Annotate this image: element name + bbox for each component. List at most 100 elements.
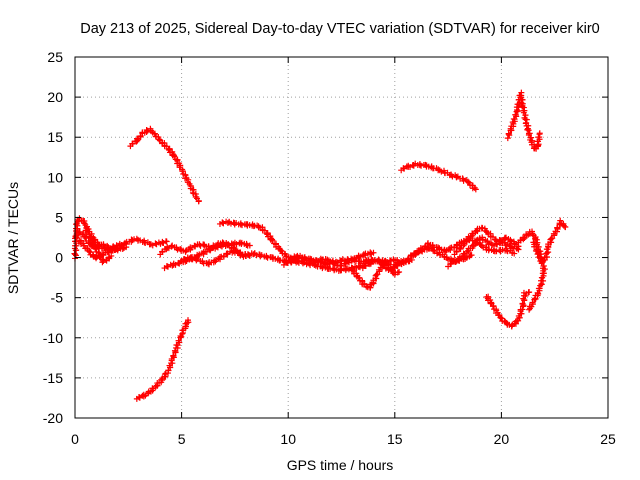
data-point bbox=[195, 198, 202, 205]
series-arc-u bbox=[483, 289, 533, 330]
data-point bbox=[512, 111, 519, 118]
data-point bbox=[293, 254, 300, 261]
y-axis-label: SDTVAR / TECUs bbox=[5, 182, 21, 294]
series-arc-c bbox=[76, 237, 123, 262]
y-tick-label: 20 bbox=[47, 89, 63, 105]
data-point bbox=[418, 162, 425, 169]
data-point bbox=[311, 258, 318, 265]
data-point bbox=[473, 237, 480, 244]
data-point bbox=[236, 250, 243, 257]
data-point bbox=[108, 252, 115, 259]
data-point bbox=[505, 130, 512, 137]
data-point bbox=[175, 337, 182, 344]
data-marks bbox=[71, 89, 569, 402]
data-point bbox=[161, 371, 168, 378]
series-arc-i bbox=[178, 247, 253, 268]
data-point bbox=[498, 315, 505, 322]
x-tick-label: 0 bbox=[71, 431, 79, 447]
data-point bbox=[396, 268, 403, 275]
x-tick-label: 10 bbox=[280, 431, 296, 447]
axis-ticks: 0 5 10 15 20 25 -20 -15 -10 -5 0 5 10 15 20 25 bbox=[43, 49, 616, 447]
data-point bbox=[93, 255, 100, 262]
data-point bbox=[184, 317, 191, 324]
data-point bbox=[489, 303, 496, 310]
y-tick-label: -10 bbox=[43, 330, 63, 346]
data-point bbox=[485, 240, 492, 247]
data-point bbox=[186, 255, 193, 262]
series-arc-e bbox=[127, 125, 202, 205]
chart-title: Day 213 of 2025, Sidereal Day-to-day VTE… bbox=[80, 21, 600, 37]
data-point bbox=[86, 249, 93, 256]
series-arc-m bbox=[285, 249, 377, 269]
x-tick-label: 5 bbox=[178, 431, 186, 447]
data-point bbox=[539, 274, 546, 281]
data-point bbox=[519, 300, 526, 307]
data-point bbox=[532, 296, 539, 303]
data-point bbox=[357, 253, 364, 260]
data-point bbox=[151, 130, 158, 137]
data-point bbox=[204, 260, 211, 267]
series-arc-d bbox=[82, 227, 115, 266]
x-axis-label: GPS time / hours bbox=[287, 457, 394, 473]
data-point bbox=[123, 244, 130, 251]
y-tick-label: 0 bbox=[55, 250, 63, 266]
plot-frame bbox=[74, 56, 609, 419]
data-point bbox=[278, 247, 285, 254]
y-tick-label: 25 bbox=[47, 49, 63, 65]
data-point bbox=[464, 178, 471, 185]
data-point bbox=[189, 189, 196, 196]
data-point bbox=[163, 238, 170, 245]
grid bbox=[75, 57, 608, 418]
series-arc-f bbox=[133, 317, 192, 402]
data-point bbox=[178, 333, 185, 340]
x-tick-label: 25 bbox=[600, 431, 616, 447]
data-point bbox=[227, 220, 234, 227]
data-point bbox=[71, 250, 78, 257]
data-point bbox=[116, 244, 123, 251]
data-point bbox=[526, 306, 533, 313]
data-point bbox=[170, 352, 177, 359]
y-tick-label: 5 bbox=[55, 209, 63, 225]
data-point bbox=[472, 186, 479, 193]
data-point bbox=[142, 239, 149, 246]
data-point bbox=[246, 242, 253, 249]
data-point bbox=[468, 252, 475, 259]
data-point bbox=[534, 251, 541, 258]
y-tick-label: 10 bbox=[47, 169, 63, 185]
data-point bbox=[355, 274, 362, 281]
data-point bbox=[184, 319, 191, 326]
data-point bbox=[523, 116, 530, 123]
data-point bbox=[239, 222, 246, 229]
data-point bbox=[535, 134, 542, 141]
data-point bbox=[469, 242, 476, 249]
y-tick-label: -5 bbox=[51, 290, 64, 306]
data-point bbox=[562, 224, 569, 231]
y-tick-label: -20 bbox=[43, 410, 63, 426]
y-tick-label: 15 bbox=[47, 129, 63, 145]
data-point bbox=[143, 126, 150, 133]
data-point bbox=[152, 240, 159, 247]
data-point bbox=[453, 174, 460, 181]
data-point bbox=[515, 317, 522, 324]
data-point bbox=[497, 237, 504, 244]
data-point bbox=[494, 241, 501, 248]
data-point bbox=[460, 177, 467, 184]
data-point bbox=[264, 254, 271, 261]
data-point bbox=[370, 249, 377, 256]
data-point bbox=[99, 259, 106, 266]
data-point bbox=[85, 230, 92, 237]
data-point bbox=[171, 347, 178, 354]
data-point bbox=[92, 244, 99, 251]
data-point bbox=[536, 130, 543, 137]
series-arc-x bbox=[530, 217, 569, 265]
y-tick-label: -15 bbox=[43, 370, 63, 386]
data-point bbox=[95, 249, 102, 256]
series-arc-p bbox=[398, 160, 479, 193]
data-point bbox=[514, 108, 521, 115]
data-point bbox=[213, 243, 220, 250]
data-point bbox=[545, 249, 552, 256]
data-point bbox=[179, 168, 186, 175]
data-point bbox=[73, 234, 80, 241]
data-point bbox=[438, 168, 445, 175]
